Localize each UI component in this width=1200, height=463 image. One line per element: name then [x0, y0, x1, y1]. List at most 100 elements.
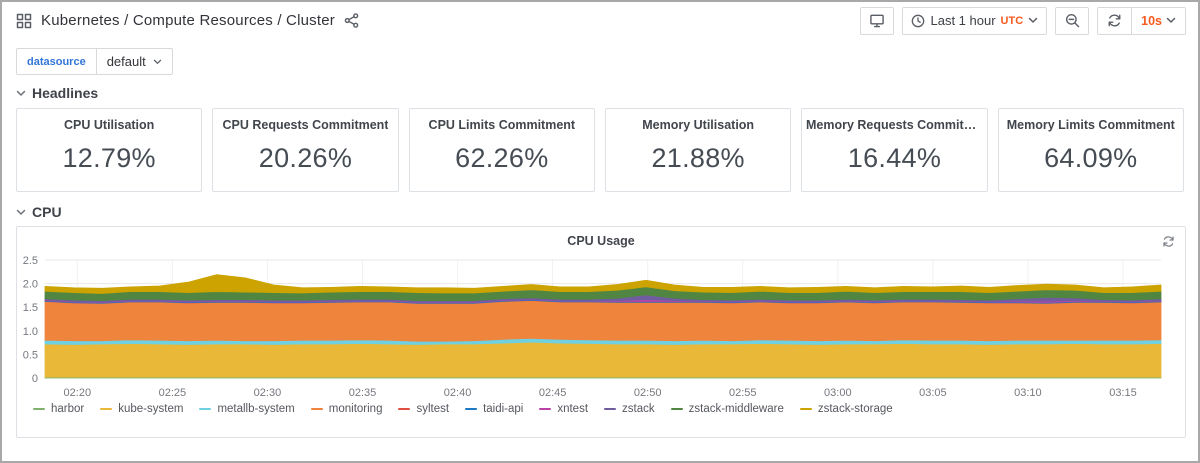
x-axis-tick-label: 02:35 [349, 387, 377, 399]
dashboard-title: Kubernetes / Compute Resources / Cluster [41, 12, 335, 29]
panel-title[interactable]: CPU Usage [567, 234, 635, 248]
stat-value: 62.26% [455, 143, 549, 173]
section-headlines[interactable]: Headlines [2, 79, 1198, 106]
legend-color-dash [199, 408, 212, 410]
legend-item-zstack-storage[interactable]: zstack-storage [799, 403, 893, 415]
y-axis-tick-label: 0.5 [23, 349, 38, 361]
section-title: CPU [32, 204, 62, 220]
legend-color-dash [465, 408, 478, 410]
datasource-variable-label: datasource [16, 48, 97, 75]
stat-title: CPU Utilisation [64, 118, 155, 132]
cpu-usage-chart[interactable]: 0 0.5 1.0 1.5 2.0 2.5 02:20 02:25 02:30 02:35 02:4… [17, 250, 1189, 402]
stat-panel-memory-requests-commitment[interactable]: Memory Requests Commitm... 16.44% [801, 108, 988, 192]
magnifier-minus-icon [1065, 13, 1080, 28]
legend-item-syltest[interactable]: syltest [398, 403, 449, 415]
legend-label: zstack [622, 403, 655, 415]
y-axis-tick-label: 2.0 [23, 279, 38, 291]
panel-refresh-spinner-icon[interactable] [1162, 235, 1175, 248]
refresh-interval-label: 10s [1141, 13, 1162, 28]
x-axis-tick-label: 02:50 [634, 387, 662, 399]
section-title: Headlines [32, 85, 99, 101]
legend-label: monitoring [328, 403, 383, 415]
datasource-variable-dropdown[interactable]: default [96, 48, 173, 75]
datasource-variable-value: default [106, 54, 146, 69]
legend-color-dash [398, 408, 411, 410]
legend-item-kube-system[interactable]: kube-system [100, 403, 183, 415]
stat-value: 12.79% [62, 143, 156, 173]
chevron-down-icon [1166, 17, 1176, 24]
tv-mode-button[interactable] [860, 6, 895, 35]
legend-color-dash [670, 408, 683, 410]
stat-panel-memory-limits-commitment[interactable]: Memory Limits Commitment 64.09% [997, 108, 1184, 192]
stat-value: 21.88% [651, 143, 745, 173]
legend-item-harbor[interactable]: harbor [33, 403, 84, 415]
x-axis-tick-label: 02:20 [64, 387, 92, 399]
stat-title: Memory Requests Commitm... [806, 118, 983, 132]
stat-panel-cpu-limits-commitment[interactable]: CPU Limits Commitment 62.26% [408, 108, 595, 192]
series-area-monitoring [44, 300, 1162, 342]
legend-label: metallb-system [217, 403, 295, 415]
legend-item-monitoring[interactable]: monitoring [310, 403, 383, 415]
stat-title: CPU Limits Commitment [428, 118, 576, 132]
legend-color-dash [604, 408, 617, 410]
stat-value: 20.26% [258, 143, 353, 173]
refresh-interval-dropdown[interactable]: 10s [1131, 7, 1185, 34]
legend-label: kube-system [118, 403, 184, 415]
stat-title: Memory Utilisation [642, 118, 755, 132]
chevron-down-icon [1028, 17, 1038, 24]
monitor-icon [869, 13, 885, 28]
legend-item-metallb-system[interactable]: metallb-system [199, 403, 295, 415]
legend-item-zstack[interactable]: zstack [604, 403, 655, 415]
legend-label: zstack-middleware [688, 403, 784, 415]
legend-label: zstack-storage [817, 403, 893, 415]
time-range-picker[interactable]: Last 1 hour UTC [902, 6, 1048, 35]
chevron-down-icon [16, 209, 26, 216]
legend-label: taidi-api [483, 403, 524, 415]
stat-title: CPU Requests Commitment [222, 118, 389, 132]
y-axis-tick-label: 0 [32, 373, 38, 385]
x-axis-tick-label: 02:30 [254, 387, 282, 399]
cpu-usage-panel: CPU Usage 0 0.5 1.0 1.5 2.0 2.5 02:20 02:25 02:3… [16, 226, 1186, 438]
clock-icon [911, 14, 925, 28]
series-area-zstack-storage [44, 274, 1162, 294]
stat-value: 16.44% [847, 143, 942, 173]
legend-color-dash [310, 408, 323, 410]
legend-color-dash [100, 408, 113, 410]
series-area-kube-system [44, 341, 1162, 378]
legend-label: harbor [51, 403, 85, 415]
legend-color-dash [33, 408, 45, 410]
legend-color-dash [799, 408, 812, 410]
x-axis-tick-label: 03:10 [1014, 387, 1042, 399]
headline-stats-row: CPU Utilisation 12.79% CPU Requests Comm… [2, 106, 1198, 198]
variables-row: datasource default [2, 39, 1198, 79]
y-axis-tick-label: 1.0 [23, 326, 38, 338]
x-axis-tick-label: 02:40 [444, 387, 472, 399]
x-axis-tick-label: 02:25 [159, 387, 187, 399]
y-axis-tick-label: 2.5 [23, 255, 38, 267]
x-axis-tick-label: 03:05 [919, 387, 947, 399]
section-cpu[interactable]: CPU [2, 198, 1198, 225]
legend-color-dash [539, 408, 552, 410]
stat-panel-memory-utilisation[interactable]: Memory Utilisation 21.88% [604, 108, 792, 192]
refresh-button-group: 10s [1097, 6, 1186, 35]
legend-item-xntest[interactable]: xntest [539, 403, 588, 415]
x-axis-tick-label: 02:55 [729, 387, 757, 399]
timezone-label: UTC [1000, 14, 1024, 27]
x-axis-tick-label: 02:45 [539, 387, 567, 399]
stat-title: Memory Limits Commitment [1006, 118, 1175, 132]
legend-item-taidi-api[interactable]: taidi-api [465, 403, 523, 415]
legend-label: syltest [416, 403, 450, 415]
stat-panel-cpu-requests-commitment[interactable]: CPU Requests Commitment 20.26% [212, 108, 399, 192]
chart-legend: harbor kube-system metallb-system monitorin… [17, 402, 1185, 415]
x-axis-tick-label: 03:15 [1109, 387, 1137, 399]
zoom-out-button[interactable] [1055, 6, 1090, 35]
dashboard-grid-icon[interactable] [16, 13, 32, 29]
legend-item-zstack-middleware[interactable]: zstack-middleware [670, 403, 784, 415]
refresh-button[interactable] [1098, 8, 1131, 34]
share-icon[interactable] [344, 13, 359, 28]
legend-label: xntest [557, 403, 589, 415]
stat-panel-cpu-utilisation[interactable]: CPU Utilisation 12.79% [16, 108, 203, 192]
refresh-icon [1107, 13, 1122, 28]
dashboard-header: Kubernetes / Compute Resources / Cluster [2, 2, 1198, 39]
